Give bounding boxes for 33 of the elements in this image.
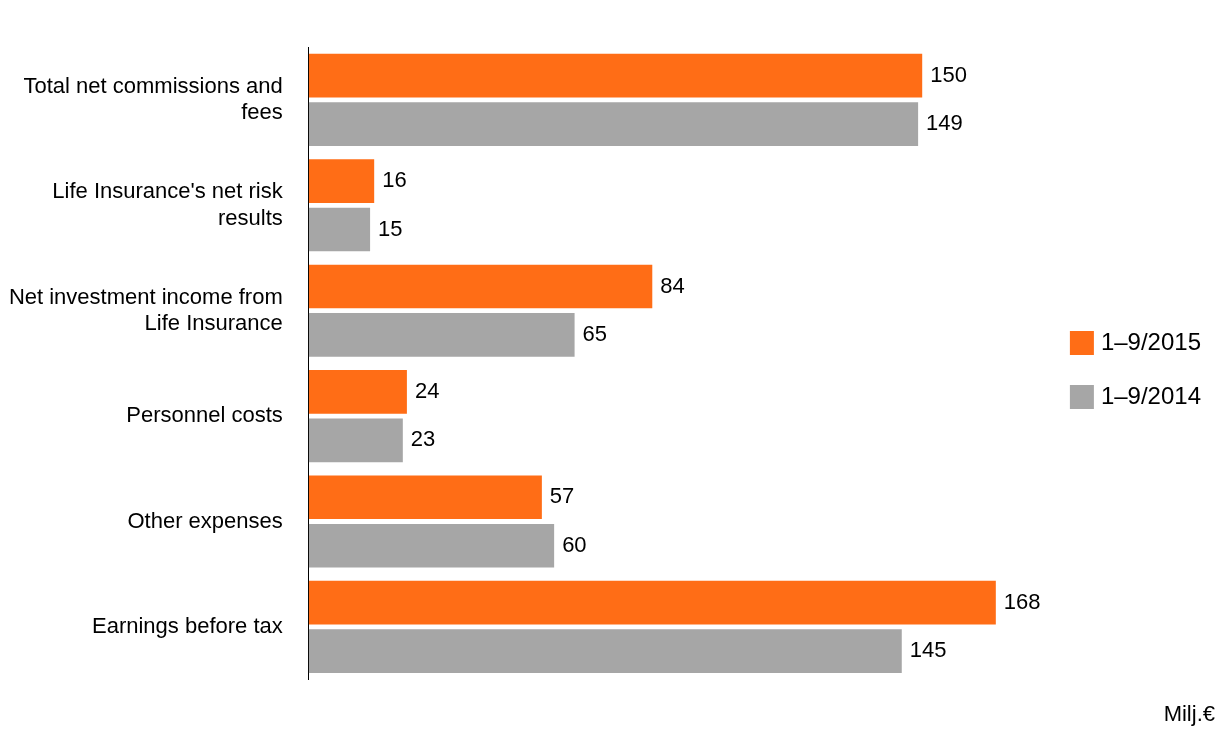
data-label: 168: [1003, 588, 1041, 614]
y-tick-label: Other expenses: [127, 507, 283, 533]
y-tick-label: Earnings before tax: [91, 612, 283, 638]
legend-label: 1–9/2014: [1100, 381, 1202, 409]
data-label: 57: [549, 483, 575, 509]
bar: [308, 370, 407, 414]
data-label: 84: [660, 272, 685, 298]
data-label: 24: [414, 377, 440, 403]
data-label: 149: [926, 110, 963, 136]
data-label: 15: [378, 215, 403, 241]
bar: [308, 523, 555, 568]
y-tick-label: Life Insurance's net risk results: [52, 178, 284, 230]
data-label: 23: [410, 426, 436, 452]
y-tick-label: Total net commissions and fees: [23, 72, 283, 125]
data-label: 65: [582, 321, 608, 346]
data-label: 145: [909, 637, 947, 663]
bar: [308, 475, 542, 520]
data-label: 60: [562, 531, 587, 557]
bar: [308, 207, 371, 252]
data-label: 16: [382, 167, 407, 193]
bar: [308, 102, 919, 146]
bar: [308, 313, 575, 357]
bar: [308, 418, 403, 463]
y-tick-label: Personnel costs: [126, 402, 283, 428]
data-label: 150: [930, 61, 967, 87]
y-tick-label: Net investment income from Life Insurance: [8, 283, 283, 335]
legend-label: 1–9/2015: [1100, 327, 1202, 355]
text: Milj.€: [1163, 701, 1215, 727]
bar: [308, 629, 902, 673]
bar: [308, 264, 653, 309]
bar: [308, 580, 996, 625]
bar: [308, 159, 375, 203]
bar: [308, 53, 923, 98]
